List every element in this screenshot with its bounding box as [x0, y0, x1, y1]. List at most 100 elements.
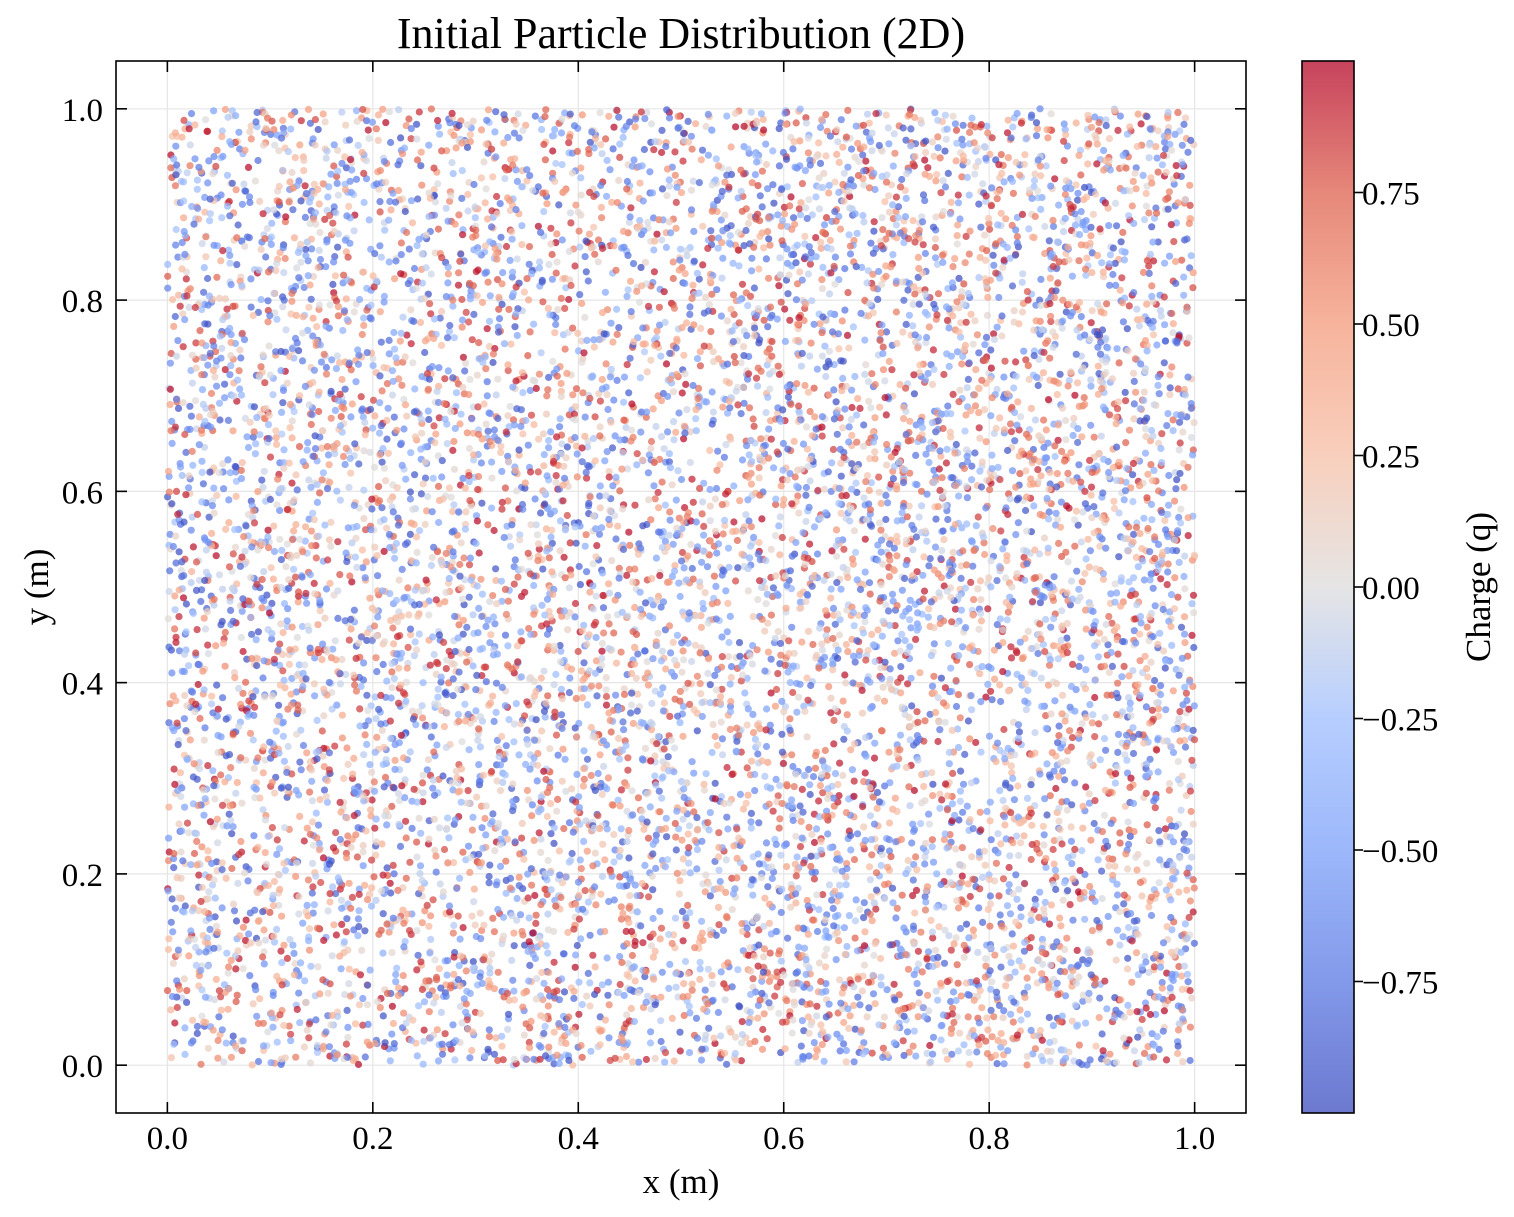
- scatter-point: [954, 1047, 963, 1055]
- scatter-point: [861, 618, 869, 626]
- scatter-point: [1156, 856, 1164, 864]
- scatter-point: [301, 382, 309, 390]
- scatter-point: [531, 891, 539, 900]
- scatter-point: [751, 171, 760, 179]
- scatter-point: [615, 113, 623, 121]
- scatter-point: [280, 296, 288, 304]
- scatter-point: [805, 196, 813, 204]
- scatter-point: [853, 947, 862, 955]
- scatter-point: [171, 312, 179, 321]
- scatter-point: [727, 697, 735, 706]
- scatter-point: [750, 422, 758, 430]
- scatter-point: [743, 721, 751, 729]
- scatter-point: [700, 522, 708, 531]
- scatter-point: [713, 549, 721, 557]
- scatter-point: [1176, 439, 1184, 447]
- scatter-point: [1031, 170, 1039, 178]
- scatter-point: [234, 221, 242, 229]
- scatter-point: [944, 639, 953, 648]
- scatter-point: [762, 600, 770, 608]
- scatter-point: [726, 725, 735, 734]
- scatter-point: [878, 851, 886, 859]
- scatter-point: [862, 128, 871, 136]
- scatter-point: [762, 742, 771, 751]
- scatter-point: [577, 174, 585, 182]
- scatter-point: [732, 577, 740, 585]
- scatter-point: [172, 487, 181, 495]
- scatter-point: [345, 359, 353, 367]
- scatter-point: [226, 251, 234, 259]
- scatter-point: [602, 135, 610, 143]
- scatter-point: [674, 712, 682, 720]
- scatter-point: [706, 809, 714, 817]
- scatter-point: [527, 411, 536, 419]
- scatter-point: [361, 731, 369, 739]
- scatter-point: [1077, 654, 1085, 662]
- scatter-point: [552, 320, 560, 329]
- scatter-point: [676, 719, 684, 727]
- scatter-point: [904, 965, 913, 973]
- scatter-point: [164, 284, 172, 292]
- scatter-point: [926, 555, 934, 563]
- scatter-point: [575, 978, 583, 986]
- scatter-point: [259, 351, 267, 359]
- scatter-point: [954, 691, 963, 699]
- scatter-point: [497, 233, 505, 241]
- scatter-point: [486, 699, 495, 707]
- scatter-point: [511, 323, 519, 331]
- scatter-point: [801, 560, 809, 569]
- scatter-point: [1184, 652, 1192, 660]
- scatter-point: [651, 495, 659, 503]
- scatter-point: [754, 305, 762, 313]
- scatter-point: [279, 732, 287, 740]
- scatter-point: [466, 375, 474, 384]
- scatter-point: [999, 263, 1007, 271]
- scatter-point: [863, 1013, 871, 1021]
- scatter-point: [994, 221, 1002, 229]
- scatter-point: [395, 375, 403, 383]
- scatter-point: [845, 1024, 853, 1032]
- scatter-point: [257, 296, 265, 304]
- scatter-point: [283, 540, 291, 548]
- scatter-point: [217, 257, 225, 265]
- scatter-point: [1084, 996, 1093, 1004]
- scatter-point: [952, 845, 960, 853]
- scatter-point: [706, 485, 714, 494]
- scatter-point: [796, 137, 804, 145]
- scatter-point: [498, 467, 506, 475]
- scatter-point: [233, 261, 241, 269]
- scatter-point: [1044, 515, 1053, 523]
- scatter-point: [844, 106, 852, 114]
- scatter-point: [1150, 963, 1158, 971]
- scatter-point: [359, 862, 367, 870]
- scatter-point: [702, 649, 710, 658]
- scatter-point: [661, 501, 670, 509]
- scatter-point: [1140, 388, 1148, 396]
- scatter-point: [1042, 615, 1050, 624]
- scatter-point: [485, 872, 493, 881]
- scatter-point: [261, 849, 269, 857]
- scatter-point: [747, 824, 755, 832]
- scatter-point: [931, 254, 940, 262]
- scatter-point: [994, 1036, 1002, 1045]
- scatter-point: [893, 339, 901, 348]
- scatter-point: [851, 372, 859, 381]
- scatter-point: [343, 744, 351, 752]
- scatter-point: [182, 448, 190, 456]
- scatter-point: [453, 774, 461, 782]
- scatter-point: [594, 258, 602, 266]
- scatter-point: [1148, 516, 1156, 524]
- scatter-point: [830, 740, 838, 748]
- scatter-point: [369, 354, 377, 363]
- scatter-point: [1064, 747, 1072, 755]
- scatter-point: [185, 662, 193, 670]
- scatter-point: [1144, 470, 1152, 478]
- scatter-point: [735, 246, 743, 254]
- scatter-point: [364, 126, 372, 134]
- scatter-point: [780, 971, 788, 979]
- scatter-point: [875, 473, 883, 481]
- scatter-point: [181, 902, 189, 910]
- scatter-point: [368, 884, 376, 892]
- scatter-point: [676, 687, 684, 696]
- scatter-point: [1094, 653, 1102, 661]
